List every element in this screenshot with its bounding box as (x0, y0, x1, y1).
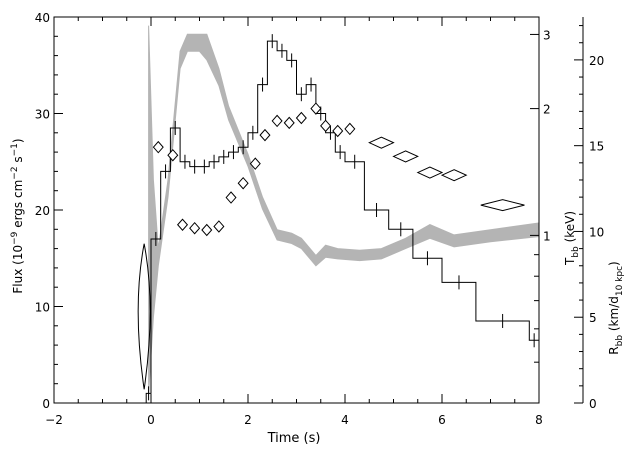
temperature-diamond (320, 119, 332, 133)
x-tick-label: 4 (341, 413, 349, 427)
radius-band (148, 25, 540, 395)
x-tick-label: 8 (535, 413, 543, 427)
temperature-diamond (201, 223, 213, 237)
rbb-tick-label: 10 (589, 225, 604, 239)
temperature-diamond (177, 218, 189, 231)
flux-tick-label: 0 (42, 397, 50, 411)
temperature-diamond (259, 128, 271, 142)
temperature-diamond (332, 124, 344, 138)
flux-tick-label: 10 (35, 301, 50, 315)
temperature-diamond (213, 220, 225, 233)
x-tick-label: 2 (244, 413, 252, 427)
svg-text:Flux (10−9 ergs cm−2 s−1): Flux (10−9 ergs cm−2 s−1) (10, 138, 25, 293)
tbb-axis-label: Tbb (keV) (563, 211, 581, 266)
temperature-diamond (189, 221, 201, 235)
tbb-tick-label: 3 (543, 28, 551, 42)
rbb-axis-label: Rbb (km/d10 kpc) (607, 261, 625, 354)
temperature-diamond (271, 114, 283, 128)
temperature-diamond (440, 169, 468, 182)
flux-tick-label: 30 (35, 108, 50, 122)
temperature-diamond (167, 148, 179, 162)
svg-text:Tbb (keV): Tbb (keV) (563, 211, 581, 266)
x-axis-label: Time (s) (267, 431, 321, 446)
temperature-diamond (344, 122, 356, 136)
temperature-diamond (249, 157, 261, 170)
temperature-diamond (368, 136, 395, 149)
temperature-diamond (310, 102, 322, 115)
temperature-diamond (237, 176, 249, 190)
temperature-diamond (416, 166, 444, 179)
rbb-tick-label: 0 (589, 397, 597, 411)
rbb-tick-label: 5 (589, 311, 597, 325)
tbb-tick-label: 2 (543, 103, 551, 117)
x-tick-label: −2 (45, 413, 63, 427)
flux-histogram-layer (137, 34, 539, 403)
x-tick-label: 6 (438, 413, 446, 427)
svg-text:Rbb (km/d10 kpc): Rbb (km/d10 kpc) (607, 261, 625, 354)
initial-spike-marker (137, 243, 151, 390)
rbb-tick-label: 15 (589, 140, 604, 154)
temperature-diamond (295, 111, 307, 125)
flux-histogram (145, 40, 539, 403)
temperature-diamond (283, 116, 295, 130)
flux-tick-label: 40 (35, 11, 50, 25)
temperature-diamonds-layer (152, 102, 525, 237)
temperature-diamond (480, 199, 525, 212)
rbb-tick-label: 20 (589, 54, 604, 68)
flux-axis-label: Flux (10−9 ergs cm−2 s−1) (10, 138, 25, 293)
tbb-tick-label: 1 (543, 229, 551, 243)
radius-band-layer (148, 25, 540, 395)
flux-tick-label: 20 (35, 204, 50, 218)
temperature-diamond (225, 191, 237, 204)
temperature-diamond (392, 150, 419, 163)
temperature-diamond (152, 140, 164, 154)
x-tick-label: 0 (147, 413, 155, 427)
